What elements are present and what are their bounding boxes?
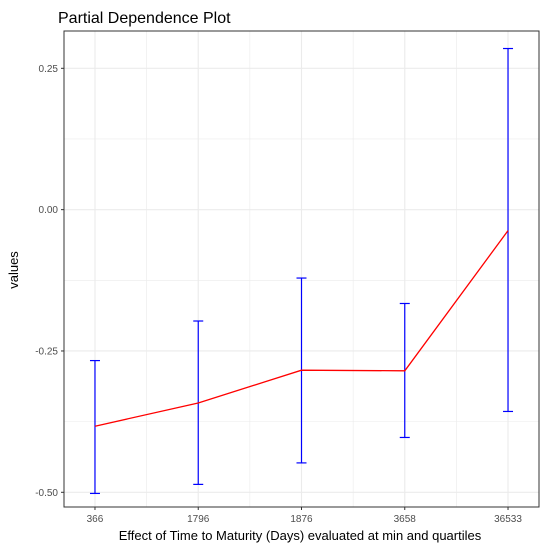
plot-panel: -0.50 -0.25 0.00 0.25 366 1796 1876 3658 36533 bbox=[35, 30, 540, 525]
series-line bbox=[94, 230, 509, 427]
chart-title: Partial Dependence Plot bbox=[58, 10, 231, 27]
x-tick-label: 1876 bbox=[290, 514, 313, 525]
y-tick-label: 0.00 bbox=[39, 205, 59, 216]
x-tick-label: 36533 bbox=[494, 514, 522, 525]
x-axis-label: Effect of Time to Maturity (Days) evalua… bbox=[119, 528, 482, 543]
y-tick-label: -0.25 bbox=[35, 346, 58, 357]
y-tick-label: -0.50 bbox=[35, 488, 58, 499]
x-tick-label: 1796 bbox=[187, 514, 210, 525]
x-tick-label: 3658 bbox=[394, 514, 417, 525]
x-tick-label: 366 bbox=[87, 514, 104, 525]
y-axis-label: values bbox=[6, 251, 21, 289]
y-tick-label: 0.25 bbox=[39, 64, 59, 75]
